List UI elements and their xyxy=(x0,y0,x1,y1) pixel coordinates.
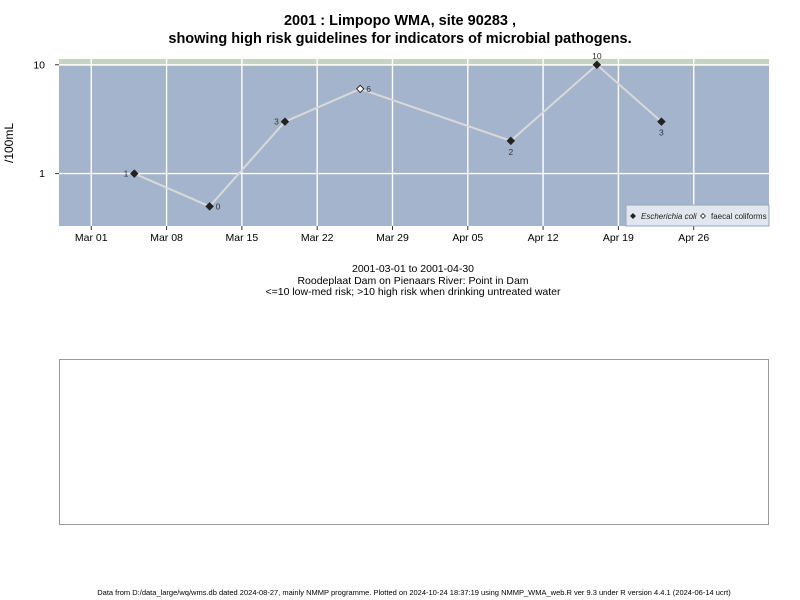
high-risk-band xyxy=(59,59,769,66)
data-point-label: 0 xyxy=(216,201,221,211)
x-tick-label: Mar 22 xyxy=(301,232,334,244)
x-tick-label: Apr 26 xyxy=(678,232,709,244)
data-point-label: 10 xyxy=(592,51,602,61)
data-point-label: 3 xyxy=(274,117,279,127)
x-tick-label: Apr 19 xyxy=(603,232,634,244)
legend: Escherichia coli faecal coliforms xyxy=(625,204,770,227)
empty-plot-panel xyxy=(59,359,769,525)
pathogen-chart: Mar 01 Mar 08 Mar 15 Mar 22 Mar 29 Apr 05 Apr … xyxy=(2,51,770,244)
chart-subtitle: showing high risk guidelines for indicat… xyxy=(168,31,632,47)
x-tick-label: Mar 08 xyxy=(150,232,183,244)
y-axis-ticks: 1 10 xyxy=(33,59,59,180)
data-point-marker xyxy=(355,84,365,94)
data-point-marker xyxy=(592,60,602,70)
vertical-gridlines xyxy=(90,59,695,226)
horizontal-gridlines xyxy=(59,64,769,175)
y-tick-label: 10 xyxy=(33,59,45,71)
location-caption: Roodeplaat Dam on Pienaars River: Point … xyxy=(297,275,529,287)
x-tick-label: Mar 29 xyxy=(376,232,409,244)
x-tick-label: Mar 01 xyxy=(75,232,108,244)
date-range-caption: 2001-03-01 to 2001-04-30 xyxy=(351,263,474,275)
x-tick-label: Apr 12 xyxy=(528,232,559,244)
legend-marker xyxy=(630,213,636,219)
data-point-marker xyxy=(205,202,214,211)
data-point-marker xyxy=(130,169,139,178)
data-point-marker xyxy=(506,136,516,146)
data-point-label: 2 xyxy=(508,147,513,157)
legend-label: Escherichia coli xyxy=(641,212,697,221)
risk-note-caption: <=10 low-med risk; >10 high risk when dr… xyxy=(265,286,561,298)
data-point-marker xyxy=(280,117,290,126)
y-axis-label: /100mL xyxy=(2,123,16,163)
legend-label: faecal coliforms xyxy=(711,212,767,221)
data-point-label: 1 xyxy=(124,169,129,179)
data-point-marker xyxy=(657,117,666,126)
legend-marker xyxy=(700,213,706,219)
legend-box xyxy=(625,204,770,227)
x-tick-label: Apr 05 xyxy=(452,232,483,244)
footer-note: Data from D:/data_large/wq/wms.db dated … xyxy=(97,588,731,597)
chart-title: 2001 : Limpopo WMA, site 90283 , xyxy=(283,13,517,29)
data-point-label: 3 xyxy=(659,128,664,138)
data-point-label: 6 xyxy=(366,84,371,94)
x-axis-ticks: Mar 01 Mar 08 Mar 15 Mar 22 Mar 29 Apr 05 Apr … xyxy=(75,226,709,244)
y-tick-label: 1 xyxy=(39,168,45,180)
plot-background-low-risk xyxy=(59,59,769,226)
x-tick-label: Mar 15 xyxy=(226,232,259,244)
